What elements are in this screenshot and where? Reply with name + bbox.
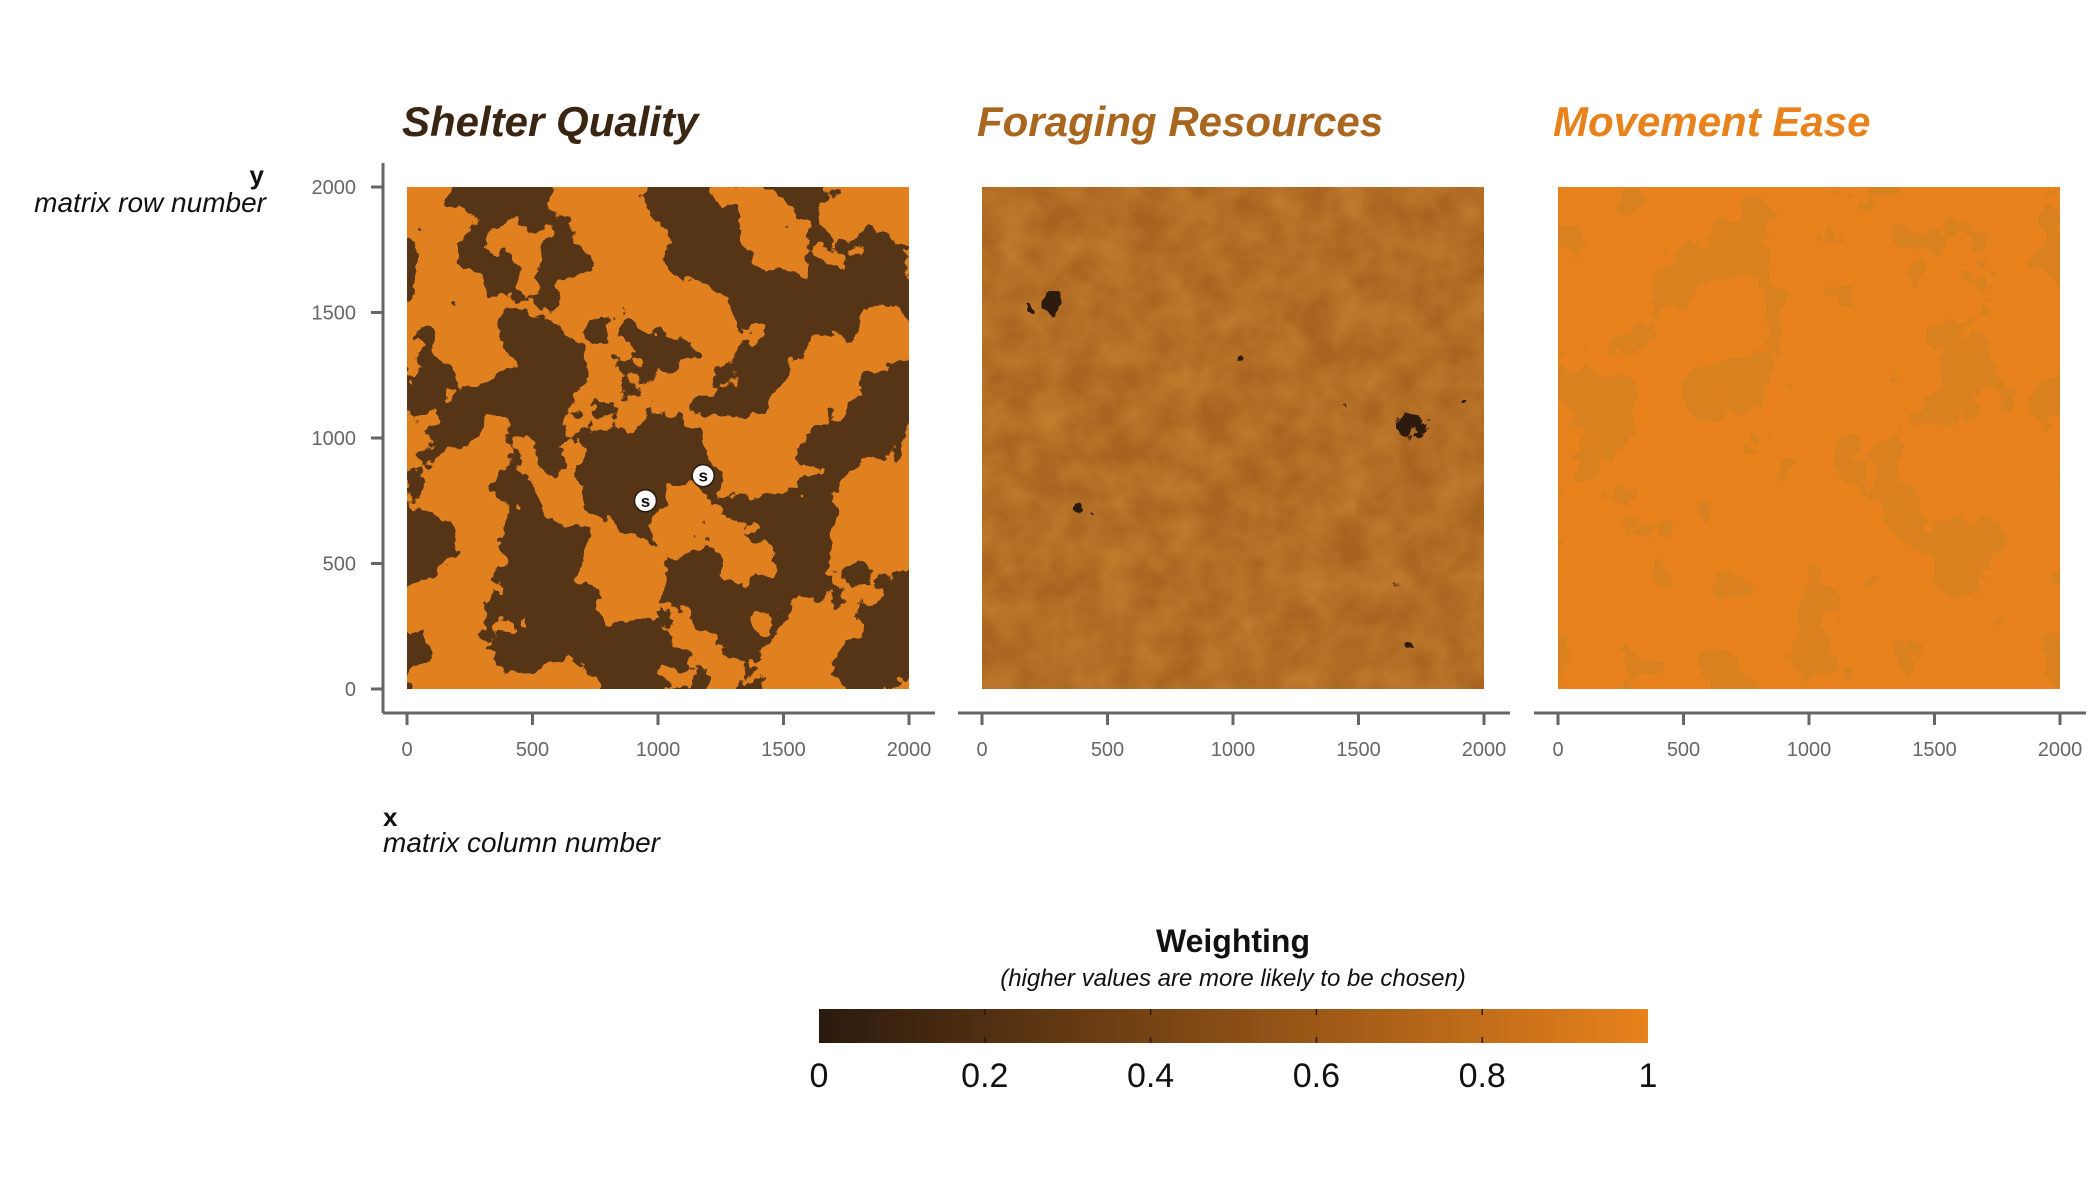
legend-tick-label: 1: [1639, 1057, 1658, 1095]
y-tick-label: 2000: [312, 177, 357, 199]
legend-ticks: 0 0.2 0.4 0.6 0.8 1: [810, 1009, 1658, 1095]
x-axis-description: matrix column number: [383, 827, 662, 858]
legend-subtitle: (higher values are more likely to be cho…: [1000, 965, 1466, 992]
legend-tick-label: 0.8: [1459, 1057, 1506, 1095]
x-tick-label: 0: [1552, 739, 1563, 761]
x-tick-label: 2000: [2038, 739, 2083, 761]
legend-tick-label: 0.4: [1127, 1057, 1174, 1095]
x-tick-label: 0: [401, 739, 412, 761]
shelter-marker: s: [691, 463, 715, 488]
x-tick-label: 500: [516, 739, 549, 761]
shelter-marker-label: s: [641, 492, 650, 511]
shelter-marker-circle: [691, 463, 715, 488]
heatmap-movement-dark: [1558, 187, 2060, 689]
legend-colorbar: [819, 1009, 1648, 1043]
heatmap-shelter-patches: [407, 187, 909, 689]
panel-shelter: Shelter Quality 0 500 1000 1500 2000 0 500 100…: [312, 98, 935, 761]
legend: Weighting (higher values are more likely…: [810, 923, 1658, 1095]
panel-title-movement: Movement Ease: [1553, 98, 1870, 145]
x-tick-label: 0: [976, 739, 987, 761]
shelter-marker-label: s: [698, 467, 707, 486]
legend-title: Weighting: [1156, 923, 1310, 959]
y-tick-label: 0: [345, 679, 356, 701]
x-tick-label: 1500: [761, 739, 806, 761]
x-tick-label: 1000: [1787, 739, 1832, 761]
shelter-marker: s: [633, 489, 658, 513]
legend-tick-label: 0: [810, 1057, 829, 1095]
y-axis-description: matrix row number: [34, 187, 268, 218]
y-tick-label: 1500: [312, 303, 357, 325]
panel-foraging: Foraging Resources 0 500 1000 1500 2000: [958, 98, 1510, 761]
y-axis-letter: y: [250, 160, 265, 190]
x-tick-label: 500: [1091, 739, 1124, 761]
panel-title-shelter: Shelter Quality: [402, 98, 701, 146]
x-tick-label: 1500: [1336, 739, 1381, 761]
x-axis-movement: 0 500 1000 1500 2000: [1534, 711, 2086, 761]
y-tick-label: 1000: [312, 428, 357, 450]
y-axis-shelter: 0 500 1000 1500 2000: [312, 163, 385, 713]
x-tick-label: 1000: [636, 739, 681, 761]
x-axis-letter: x: [383, 802, 398, 832]
x-tick-label: 1500: [1912, 739, 1957, 761]
y-tick-label: 500: [323, 554, 356, 576]
markers-shelter: ss: [633, 463, 715, 513]
x-tick-label: 2000: [1462, 739, 1507, 761]
x-axis-shelter: 0 500 1000 1500 2000: [383, 711, 935, 761]
x-axis-foraging: 0 500 1000 1500 2000: [958, 711, 1510, 761]
x-tick-label: 1000: [1211, 739, 1256, 761]
panel-movement: Movement Ease 0 500 1000 1500 2000: [1534, 98, 2086, 761]
x-tick-label: 2000: [887, 739, 932, 761]
x-tick-label: 500: [1667, 739, 1700, 761]
heatmap-foraging-dark: [982, 187, 1484, 689]
legend-tick-label: 0.6: [1293, 1057, 1340, 1095]
legend-tick-label: 0.2: [961, 1057, 1008, 1095]
panel-title-foraging: Foraging Resources: [977, 98, 1383, 145]
shelter-marker-circle: [633, 489, 658, 513]
